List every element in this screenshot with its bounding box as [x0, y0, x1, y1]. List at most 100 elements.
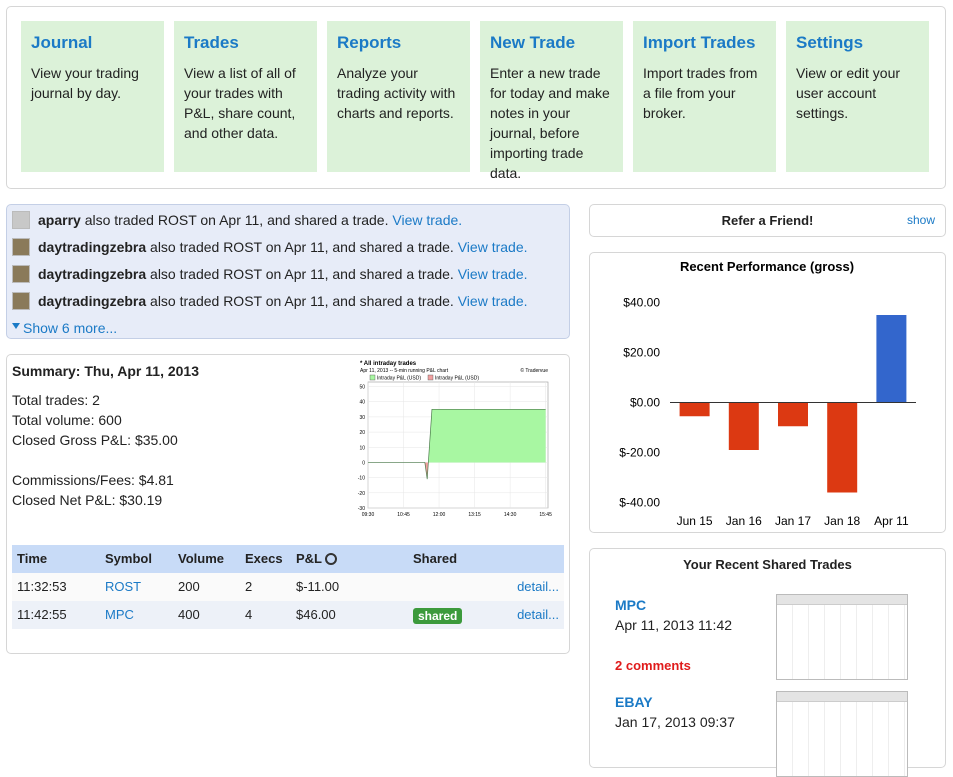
table-cell: $46.00 — [296, 607, 336, 622]
x-tick-label: 12:00 — [433, 512, 446, 518]
activity-item: daytradingzebra also traded ROST on Apr … — [38, 293, 528, 309]
shared-symbol[interactable]: MPC — [615, 597, 647, 613]
bar — [778, 402, 808, 427]
x-tick-label: 09:30 — [362, 512, 375, 518]
trade-thumbnail — [776, 594, 908, 680]
thumbnail-header — [777, 595, 907, 605]
y-tick-label: $40.00 — [623, 296, 660, 310]
show-more-arrow — [12, 323, 20, 329]
activity-user[interactable]: aparry — [38, 212, 81, 228]
nav-card[interactable]: Trades View a list of all of your trades … — [174, 21, 317, 172]
avatar — [12, 238, 30, 256]
table-row-bg — [12, 573, 564, 602]
avatar — [12, 292, 30, 310]
nav-title[interactable]: Journal — [31, 33, 93, 52]
table-cell[interactable]: MPC — [105, 607, 134, 622]
detail-link[interactable]: detail... — [517, 579, 559, 594]
nav-description: View a list of all of your trades with P… — [184, 65, 296, 141]
table-header: Time — [17, 551, 48, 566]
activity-user[interactable]: daytradingzebra — [38, 239, 147, 255]
activity-user[interactable]: daytradingzebra — [38, 266, 147, 282]
nav-title[interactable]: New Trade — [490, 33, 576, 52]
y-tick-label: 40 — [359, 400, 365, 406]
x-tick-label: Jan 16 — [726, 514, 762, 528]
refer-panel — [589, 204, 946, 237]
x-tick-label: Jan 17 — [775, 514, 811, 528]
refer-show[interactable]: show — [906, 213, 935, 227]
view-trade-link[interactable]: View trade. — [392, 212, 463, 228]
activity-text: also traded ROST on Apr 11, and shared a… — [150, 266, 454, 282]
nav-card[interactable]: Settings View or edit your user account s… — [786, 21, 929, 172]
summary-title: Summary: Thu, Apr 11, 2013 — [12, 363, 199, 379]
nav-card[interactable]: Journal View your trading journal by day. — [21, 21, 164, 172]
y-tick-label: -30 — [358, 506, 365, 512]
shared-badge: shared — [413, 608, 463, 624]
table-cell: 11:42:55 — [17, 607, 67, 622]
settings-icon — [325, 553, 337, 565]
bar — [827, 402, 858, 493]
line — [368, 408, 546, 480]
shared-date: Jan 17, 2013 09:37 — [615, 714, 735, 730]
y-tick-label: 10 — [359, 445, 365, 451]
avatar — [12, 265, 30, 283]
nav-title[interactable]: Settings — [796, 33, 864, 52]
nav-card[interactable]: New Trade Enter a new trade for today and… — [480, 21, 623, 181]
summary-line: Total trades: 2 — [12, 392, 100, 408]
chart: Recent Performance (gross) $-40.00 $-20.00… — [619, 259, 916, 528]
show-more-link[interactable]: Show 6 more... — [23, 320, 118, 336]
nav-card[interactable]: Reports Analyze your trading activity wit… — [327, 21, 470, 172]
chart-title: * All intraday trades — [360, 361, 417, 367]
chart-title: Recent Performance (gross) — [680, 259, 854, 274]
table-row-bg — [12, 601, 564, 629]
chart-subtitle: Apr 11, 2013 -- 5-min running P&L chart — [360, 368, 449, 374]
y-tick-label: $0.00 — [630, 396, 660, 410]
y-tick-label: $-40.00 — [619, 496, 660, 510]
summary-line: Commissions/Fees: $4.81 — [12, 472, 174, 488]
x-tick-label: 15:45 — [539, 512, 552, 518]
bar — [728, 402, 759, 450]
y-tick-label: 20 — [359, 430, 365, 436]
detail-link[interactable]: detail... — [517, 607, 559, 622]
y-tick-label: 50 — [359, 385, 365, 391]
table-cell: 200 — [178, 579, 200, 594]
nav-description: View or edit your user account settings. — [796, 65, 901, 121]
refer-title: Refer a Friend! — [721, 213, 814, 228]
y-tick-label: -20 — [358, 491, 365, 497]
summary-line: Total volume: 600 — [12, 412, 122, 428]
activity-item: daytradingzebra also traded ROST on Apr … — [38, 239, 528, 255]
nav-card[interactable]: Import Trades Import trades from a file f… — [633, 21, 776, 172]
activity-user[interactable]: daytradingzebra — [38, 293, 147, 309]
activity-item: aparry also traded ROST on Apr 11, and s… — [38, 212, 462, 228]
page: (() => { const data = JSON.parse(documen… — [6, 6, 946, 777]
y-tick-label: 0 — [362, 460, 365, 466]
chart-credit: © Tradervue — [520, 367, 548, 374]
table-cell: 11:32:53 — [17, 579, 67, 594]
activity-feed — [6, 204, 570, 339]
view-trade-link[interactable]: View trade. — [457, 293, 528, 309]
bar — [679, 402, 710, 417]
bar — [876, 315, 907, 403]
shared-symbol[interactable]: EBAY — [615, 694, 653, 710]
view-trade-link[interactable]: View trade. — [457, 266, 528, 282]
nav-title[interactable]: Import Trades — [643, 33, 756, 52]
view-trade-link[interactable]: View trade. — [457, 239, 528, 255]
table-cell[interactable]: ROST — [105, 579, 142, 594]
nav-description: Analyze your trading activity with chart… — [337, 65, 456, 121]
shared-comments[interactable]: 2 comments — [615, 658, 691, 673]
table-cell: $-11.00 — [296, 579, 340, 594]
activity-item: daytradingzebra also traded ROST on Apr … — [38, 266, 528, 282]
table-cell: 2 — [245, 579, 253, 594]
nav-title[interactable]: Trades — [184, 33, 239, 52]
table-header: Symbol — [105, 551, 152, 566]
legend-label: Intraday P&L (USD) — [435, 376, 479, 382]
x-tick-label: 13:15 — [468, 512, 481, 518]
trade-thumbnail — [776, 691, 908, 777]
legend-swatch — [369, 374, 376, 381]
shared-title: Your Recent Shared Trades — [683, 557, 852, 572]
nav-description: View your trading journal by day. — [31, 65, 139, 101]
x-tick-label: Jun 15 — [677, 514, 713, 528]
avatar — [12, 211, 30, 229]
thumbnail-header — [777, 692, 907, 702]
nav-title[interactable]: Reports — [337, 33, 402, 52]
